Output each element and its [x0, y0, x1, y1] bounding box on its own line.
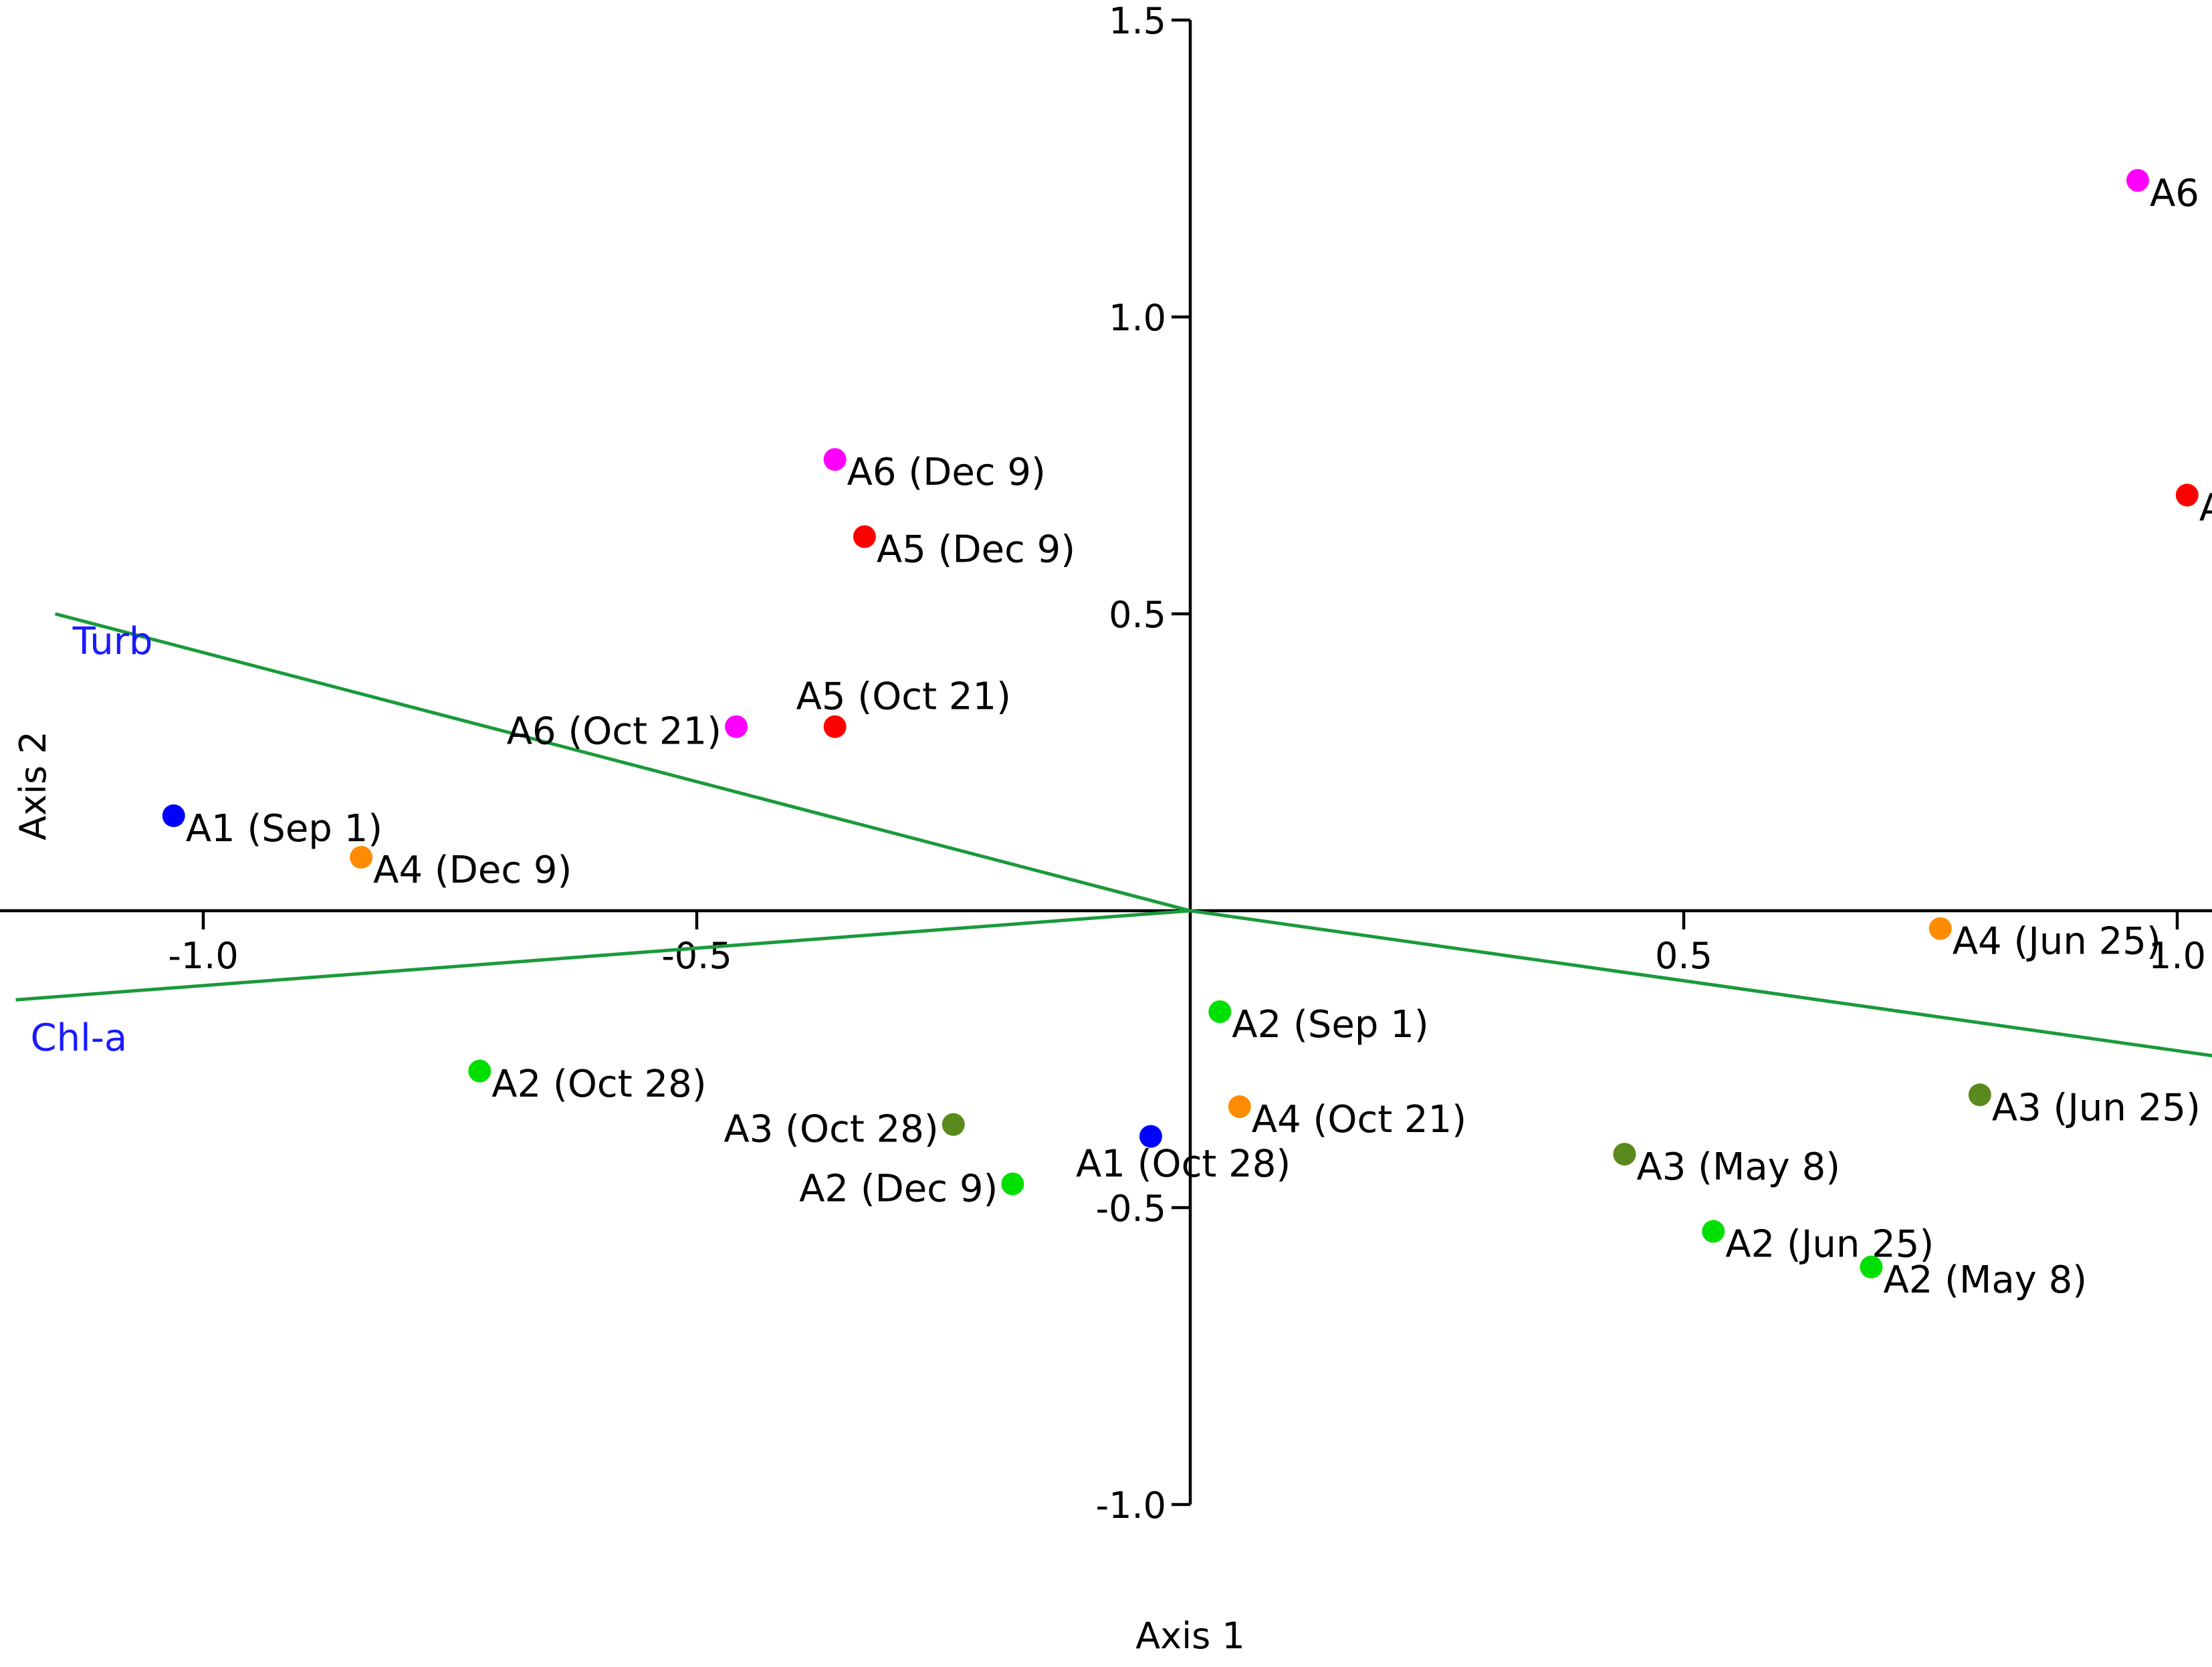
data-point	[1860, 1255, 1883, 1279]
data-point	[1968, 1083, 1991, 1107]
data-point	[1928, 917, 1952, 940]
y-tick-label: -1.0	[1096, 1484, 1166, 1527]
point-label: A4 (Jun 25)	[1953, 920, 2161, 964]
point-label: A5 (Oct 21)	[796, 675, 1011, 719]
point-label: A6 (May 8)	[2150, 172, 2212, 215]
sample-points: A6 (May 8) A5 (May 8) A6 (Dec 9) A5 (Dec 9)…	[162, 169, 2212, 1302]
data-point	[468, 1059, 491, 1083]
y-tick-label: -0.5	[1096, 1188, 1166, 1230]
point-label: A2 (Oct 28)	[491, 1063, 706, 1106]
x-tick-label: -0.5	[661, 935, 732, 977]
x-tick-label: 0.5	[1655, 935, 1712, 977]
vector-turb	[54, 612, 1191, 913]
data-point	[350, 846, 373, 869]
x-tick-label: -1.0	[168, 935, 238, 977]
point-label: A5 (May 8)	[2199, 486, 2212, 530]
point-label: A2 (Jun 25)	[1725, 1223, 1934, 1266]
vector-chl-a	[15, 909, 1191, 1002]
data-point	[2126, 169, 2149, 192]
x-tick-label: 1.0	[2148, 935, 2206, 977]
y-tick-label: 1.5	[1109, 0, 1166, 42]
point-label: A2 (Dec 9)	[799, 1167, 998, 1210]
data-point	[823, 715, 847, 738]
data-point	[1228, 1095, 1251, 1119]
data-point	[2175, 483, 2199, 507]
y-tick-label: 1.0	[1109, 297, 1166, 339]
data-point	[1139, 1125, 1162, 1148]
point-label: A1 (Oct 28)	[1076, 1142, 1291, 1186]
x-axis-title: Axis 1	[1135, 1615, 1245, 1657]
point-label: A5 (Dec 9)	[877, 528, 1075, 572]
vector-label: Chl-a	[31, 1016, 128, 1060]
axes: -1.5-1.0-0.50.51.01.5-1.0-0.50.51.01.5	[0, 0, 2212, 1527]
point-label: A4 (Oct 21)	[1252, 1098, 1466, 1141]
data-point	[823, 448, 847, 471]
data-point	[725, 715, 748, 738]
data-point	[1613, 1143, 1636, 1166]
data-point	[853, 525, 876, 548]
point-label: A3 (Oct 28)	[724, 1108, 938, 1151]
data-point	[942, 1113, 965, 1136]
point-label: A1 (Sep 1)	[186, 807, 382, 851]
vector-secchi	[1190, 909, 2212, 1058]
point-label: A6 (Oct 21)	[507, 710, 722, 754]
data-point	[1702, 1220, 1725, 1243]
point-label: A3 (May 8)	[1636, 1145, 1840, 1189]
vector-label: Turb	[72, 620, 153, 663]
point-label: A2 (Sep 1)	[1232, 1003, 1428, 1046]
point-label: A4 (Dec 9)	[373, 849, 572, 892]
y-tick-label: 0.5	[1109, 594, 1166, 636]
data-point	[162, 804, 185, 827]
point-label: A6 (Dec 9)	[847, 451, 1046, 494]
point-label: A3 (Jun 25)	[1992, 1086, 2201, 1129]
data-point	[1001, 1172, 1024, 1196]
y-axis-title: Axis 2	[12, 731, 54, 841]
data-point	[1208, 1000, 1232, 1023]
point-label: A2 (May 8)	[1883, 1258, 2087, 1302]
